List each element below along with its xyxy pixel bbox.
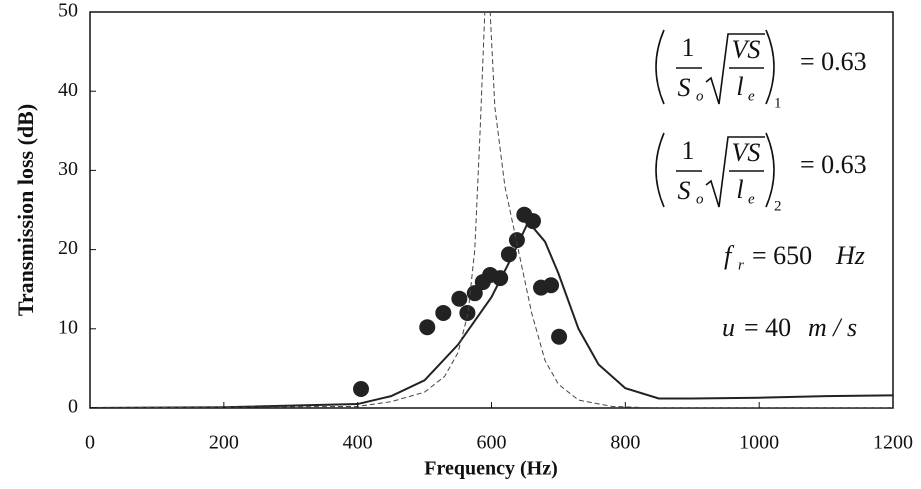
y-tick-label: 30 [58, 158, 78, 180]
data-point [419, 319, 436, 336]
symbol: u [722, 313, 735, 342]
x-tick-label: 0 [85, 432, 95, 454]
curve [90, 220, 893, 408]
paren [655, 29, 665, 105]
paren [765, 132, 775, 208]
formula-2: 1 S o VS l e 2 = 0.63 [655, 132, 867, 214]
data-point [466, 285, 483, 302]
data-point [459, 304, 476, 321]
y-axis-label: Transmission loss (dB) [13, 104, 38, 316]
y-tick-label: 20 [58, 237, 78, 259]
root-denominator: l [736, 175, 743, 204]
root-numerator: VS [732, 138, 761, 167]
value: = 0.63 [800, 150, 867, 179]
denominator: S [678, 176, 691, 205]
subscript: 2 [774, 198, 782, 214]
data-point [543, 277, 560, 294]
subscript: 1 [774, 95, 782, 111]
value: = 650 [752, 241, 812, 270]
y-tick-label: 10 [58, 316, 78, 338]
x-tick-label: 400 [343, 432, 373, 454]
data-point [435, 304, 452, 321]
value: = 0.63 [800, 47, 867, 76]
data-point [353, 380, 370, 397]
x-tick-label: 1000 [739, 432, 779, 454]
radical [705, 33, 765, 105]
radical [705, 136, 765, 208]
y-tick-label: 40 [58, 79, 78, 101]
unit: m / s [808, 313, 857, 342]
resonance-note: f r = 650 Hz [724, 241, 865, 273]
denominator: S [678, 73, 691, 102]
y-tick-label: 0 [68, 396, 78, 418]
plot-marks [90, 12, 893, 408]
numerator: 1 [682, 136, 695, 165]
curve [90, 12, 893, 408]
subscript: o [696, 88, 704, 104]
data-point [524, 213, 541, 230]
root-denominator: l [736, 72, 743, 101]
x-tick-label: 600 [477, 432, 507, 454]
paren [655, 132, 665, 208]
x-tick-label: 800 [610, 432, 640, 454]
root-numerator: VS [732, 35, 761, 64]
symbol: f [724, 241, 735, 270]
subscript: o [696, 191, 704, 207]
unit: Hz [835, 241, 865, 270]
plot-frame [89, 11, 894, 409]
y-tick-label: 50 [58, 0, 78, 22]
velocity-note: u = 40 m / s [722, 313, 857, 342]
paren [765, 29, 775, 105]
formula-1: 1 S o VS l e 1 = 0.63 [655, 29, 867, 111]
value: = 40 [744, 313, 791, 342]
subscript: e [748, 191, 755, 207]
x-tick-label: 1200 [873, 432, 913, 454]
data-point [451, 290, 468, 307]
x-axis-label: Frequency (Hz) [424, 458, 558, 480]
subscript: r [738, 257, 744, 273]
numerator: 1 [682, 33, 695, 62]
subscript: e [748, 88, 755, 104]
data-point [551, 328, 568, 345]
x-tick-label: 200 [209, 432, 239, 454]
data-point [500, 246, 517, 263]
